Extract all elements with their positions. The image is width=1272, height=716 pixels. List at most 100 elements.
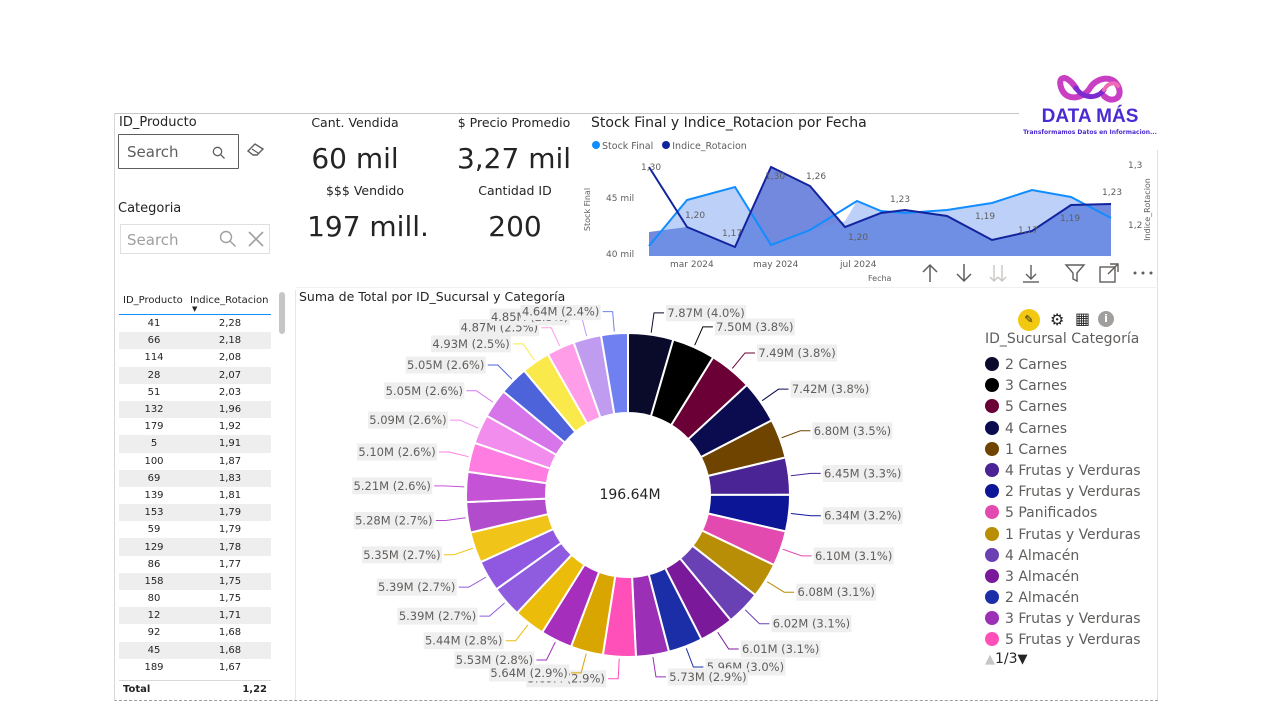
table-body: 41 2,28 66 2,18 114 2,08 28 2,07 51 2,03 132 1,96 17… (119, 315, 271, 676)
gear-icon[interactable]: ⚙ (1050, 310, 1065, 329)
sort-desc-icon: ▼ (192, 305, 198, 313)
legend-item[interactable]: 4 Frutas y Verduras (985, 462, 1141, 484)
donut-slice[interactable] (599, 331, 629, 416)
legend-item[interactable]: 5 Frutas y Verduras (985, 632, 1141, 653)
table-row[interactable]: 41 2,28 (119, 315, 271, 333)
product-table[interactable]: ID_Producto Indice_Rotacion ▼ 41 2,28 66 2,… (119, 292, 271, 676)
data-label: 7.87M (4.0%) (667, 306, 744, 320)
data-label-bg (397, 607, 478, 625)
y-left-tick: 40 mil (606, 250, 635, 260)
table-scrollbar[interactable] (279, 292, 285, 334)
data-label-bg (367, 411, 448, 429)
expand-all-down-icon[interactable] (987, 262, 1009, 284)
total-value: 1,22 (242, 684, 267, 695)
legend-item[interactable]: 1 Carnes (985, 441, 1141, 463)
legend-item[interactable]: 2 Frutas y Verduras (985, 484, 1141, 505)
table-row[interactable]: 139 1,81 (119, 486, 271, 505)
cell-indice-rotacion: 1,77 (218, 558, 242, 570)
legend-item[interactable]: 2 Almacén (985, 590, 1141, 611)
cell-indice-rotacion: 2,18 (218, 335, 242, 347)
cell-indice-rotacion: 1,92 (218, 421, 242, 433)
table-row[interactable]: 59 1,79 (119, 521, 271, 539)
table-total-row: Total 1,22 (119, 680, 271, 699)
table-row[interactable]: 132 1,96 (119, 400, 271, 419)
producto-search-input[interactable]: Search (118, 134, 239, 169)
slicer-categoria-title: Categoria (118, 201, 182, 216)
search-icon[interactable] (219, 230, 237, 248)
table-row[interactable]: 45 1,68 (119, 641, 271, 659)
leader-line (790, 512, 821, 517)
data-label-bg (771, 615, 852, 633)
legend-prev-icon[interactable]: ▲ (985, 652, 995, 667)
donut-chart[interactable]: 7.87M (4.0%)7.50M (3.8%) 7.49M (3.8%) 7.42… (300, 305, 940, 705)
table-row[interactable]: 189 1,67 (119, 658, 271, 676)
legend-item[interactable]: 1 Frutas y Verduras (985, 526, 1141, 548)
expand-next-level-icon[interactable] (1020, 262, 1042, 284)
search-icon[interactable] (212, 146, 226, 160)
col-header-id-producto[interactable]: ID_Producto (123, 295, 183, 306)
data-label: 5.05M (2.6%) (407, 358, 484, 372)
data-label: 4.93M (2.5%) (432, 337, 509, 351)
legend-color-dot (985, 462, 999, 477)
slicer-producto-title: ID_Producto (119, 115, 197, 130)
cell-indice-rotacion: 1,79 (218, 507, 242, 519)
table-view-icon[interactable]: ▦ (1075, 309, 1091, 328)
indice-data-label: 1,17 (722, 229, 743, 239)
col-header-indice-rotacion[interactable]: Indice_Rotacion (190, 295, 269, 306)
drill-down-icon[interactable] (954, 262, 974, 284)
table-row[interactable]: 100 1,87 (119, 452, 271, 470)
legend-item[interactable]: 3 Frutas y Verduras (985, 611, 1141, 632)
data-label-bg (714, 318, 795, 336)
data-label-bg (405, 356, 486, 374)
table-row[interactable]: 158 1,75 (119, 572, 271, 590)
legend-item[interactable]: 2 Carnes (985, 357, 1141, 378)
data-label: 6.45M (3.3%) (824, 466, 901, 480)
leader-line (466, 390, 494, 403)
brand-logo: DATA MÁS Transformamos Datos en Informac… (1020, 68, 1160, 140)
table-row[interactable]: 5 1,91 (119, 435, 271, 453)
cell-indice-rotacion: 1,67 (218, 661, 242, 673)
table-row[interactable]: 92 1,68 (119, 624, 271, 642)
legend-item[interactable]: 5 Panificados (985, 505, 1141, 526)
filter-icon[interactable] (1064, 262, 1086, 284)
table-row[interactable]: 69 1,83 (119, 469, 271, 487)
focus-mode-icon[interactable] (1098, 262, 1120, 284)
table-row[interactable]: 86 1,77 (119, 555, 271, 573)
legend-label: 2 Carnes (1005, 357, 1068, 373)
legend-item[interactable]: 3 Carnes (985, 378, 1141, 399)
table-row[interactable]: 51 2,03 (119, 383, 271, 401)
data-label: 5.64M (2.9%) (490, 666, 567, 680)
drill-up-icon[interactable] (920, 262, 940, 284)
legend-item[interactable]: 4 Almacén (985, 547, 1141, 569)
table-row[interactable]: 129 1,78 (119, 538, 271, 556)
leader-line (505, 624, 529, 642)
table-row[interactable]: 12 1,71 (119, 607, 271, 625)
cell-indice-rotacion: 2,08 (218, 352, 242, 364)
eraser-icon[interactable] (247, 143, 265, 157)
cell-id-producto: 86 (147, 558, 161, 570)
table-row[interactable]: 179 1,92 (119, 418, 271, 436)
table-row[interactable]: 80 1,75 (119, 590, 271, 608)
info-icon[interactable]: i (1098, 311, 1114, 327)
cell-id-producto: 80 (147, 593, 161, 605)
more-options-icon[interactable] (1132, 262, 1154, 284)
legend-item[interactable]: 3 Almacén (985, 568, 1141, 590)
cell-indice-rotacion: 1,75 (218, 593, 242, 605)
brand-title: DATA MÁS (1041, 106, 1139, 127)
format-brush-icon[interactable]: ✎ (1018, 309, 1040, 331)
line-chart-plot[interactable] (640, 152, 1130, 262)
table-row[interactable]: 28 2,07 (119, 366, 271, 384)
clear-icon[interactable] (248, 231, 264, 247)
data-label-bg (813, 547, 894, 565)
legend-next-icon[interactable]: ▼ (1017, 652, 1028, 667)
data-label-bg (666, 305, 747, 322)
table-row[interactable]: 153 1,79 (119, 504, 271, 522)
indice-data-label: 1,23 (890, 195, 911, 205)
categoria-search-input[interactable]: Search (120, 224, 270, 254)
table-row[interactable]: 114 2,08 (119, 349, 271, 367)
data-label-bg (740, 640, 821, 658)
table-row[interactable]: 66 2,18 (119, 332, 271, 350)
cell-id-producto: 5 (150, 438, 158, 450)
legend-item[interactable]: 4 Carnes (985, 420, 1141, 442)
legend-item[interactable]: 5 Carnes (985, 399, 1141, 420)
